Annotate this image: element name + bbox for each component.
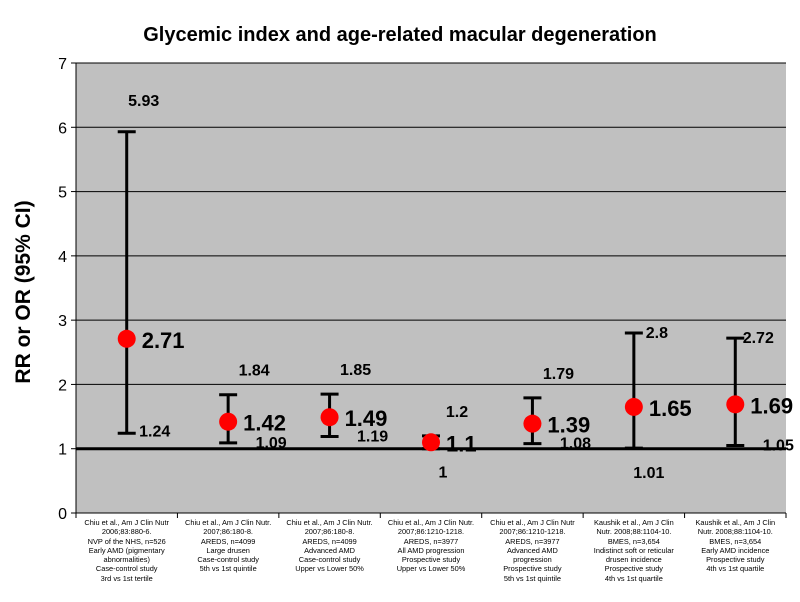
x-category-label-line: drusen incidence (605, 555, 662, 565)
lower-ci-label: 1.24 (139, 423, 170, 440)
x-category-label-line: Chiu et al., Am J Clin Nutr. (185, 518, 272, 527)
x-category-label-line: Prospective study (503, 564, 562, 574)
x-category-label-line: Prospective study (706, 555, 765, 565)
x-category-label-line: AREDS, n=3977 (403, 536, 459, 546)
x-category-label-line: 2007;86:1210-1218. (397, 527, 465, 537)
x-category-label-line: Case-control study (298, 555, 361, 565)
estimate-point (726, 395, 745, 414)
x-category-label-line: 4th vs 1st quartile (706, 564, 765, 574)
estimate-point (320, 408, 339, 427)
estimate-point (117, 329, 136, 348)
upper-ci-label: 1.84 (239, 363, 270, 380)
upper-ci-label: 2.8 (646, 325, 668, 342)
x-category-label: Chiu et al., Am J Clin Nutr 2006;83:880-6… (76, 518, 177, 583)
x-category-label-line: Chiu et al., Am J Clin Nutr (490, 518, 575, 527)
x-category-label-line: AREDS, n=4099 (200, 536, 256, 546)
x-category-label-line: BMES, n=3,654 (709, 536, 762, 546)
x-category-label-line: 4th vs 1st quartile (604, 573, 663, 583)
x-category-label-line: 2007;86:1210-1218. (499, 527, 566, 537)
upper-ci-label: 1.79 (543, 366, 574, 383)
lower-ci-label: 1.01 (633, 465, 664, 482)
x-category-label: Kaushik et al., Am J Clin Nutr. 2008;88:1… (583, 518, 684, 583)
x-category-label-line: 5th vs 1st quintile (503, 573, 561, 583)
x-category-label-line: Upper vs Lower 50% (396, 564, 466, 574)
y-tick-label: 6 (58, 120, 67, 137)
x-category-label-line: Case-control study (95, 564, 158, 574)
x-category-label-line: Upper vs Lower 50% (295, 564, 364, 574)
x-category-label-line: Prospective study (604, 564, 664, 574)
lower-ci-label: 1.19 (357, 429, 388, 446)
x-category-label-line: Kaushik et al., Am J Clin (594, 518, 674, 527)
x-category-label-line: Early AMD incidence (701, 545, 770, 555)
x-category-label-line: All AMD progression (397, 545, 465, 555)
x-category-label-line: Early AMD (pigmentary (88, 545, 165, 555)
y-tick-label: 3 (58, 313, 67, 330)
estimate-label: 1.69 (750, 393, 793, 418)
estimate-label: 1.39 (547, 413, 590, 438)
x-category-label-line: 2007;86:180-8. (304, 527, 355, 537)
x-category-label: Kaushik et al., Am J Clin Nutr. 2008;88:1… (685, 518, 786, 574)
estimate-point (624, 397, 643, 416)
upper-ci-label: 5.93 (128, 93, 159, 110)
x-category-label-line: Advanced AMD (304, 545, 356, 555)
estimate-label: 1.49 (345, 406, 388, 431)
x-category-label-line: Kaushik et al., Am J Clin (695, 518, 776, 527)
upper-ci-label: 1.85 (340, 362, 371, 379)
lower-ci-label: 1.05 (763, 438, 794, 455)
x-category-label-line: Indistinct soft or reticular (593, 545, 674, 555)
x-category-label-line: Advanced AMD (506, 545, 558, 555)
x-category-label-line: 3rd vs 1st tertile (100, 573, 153, 583)
estimate-label: 1.42 (243, 411, 286, 436)
x-category-label-line: Case-control study (197, 555, 259, 565)
x-category-label: Chiu et al., Am J Clin Nutr 2007;86:1210-… (482, 518, 583, 583)
x-category-label: Chiu et al., Am J Clin Nutr. 2007;86:180-… (178, 518, 279, 574)
x-category-label-line: abnormalities) (103, 555, 150, 565)
y-tick-label: 2 (58, 377, 67, 394)
x-category-label-line: AREDS, n=4099 (302, 536, 357, 546)
x-category-label-line: AREDS, n=3977 (505, 536, 560, 546)
x-category-label-line: Chiu et al., Am J Clin Nutr. (286, 518, 373, 527)
lower-ci-label: 1.09 (256, 435, 287, 452)
x-category-label-line: BMES, n=3,654 (607, 536, 660, 546)
y-tick-label: 5 (58, 185, 67, 202)
upper-ci-label: 2.72 (743, 330, 774, 347)
estimate-label: 1.1 (446, 431, 477, 456)
estimate-point (523, 414, 542, 433)
lower-ci-label: 1 (439, 465, 448, 482)
estimate-label: 1.65 (649, 396, 692, 421)
y-tick-label: 4 (58, 249, 67, 266)
chart-title: Glycemic index and age-related macular d… (143, 24, 657, 46)
y-tick-label: 1 (58, 442, 67, 459)
x-category-label-line: Chiu et al., Am J Clin Nutr (84, 518, 169, 527)
estimate-point (219, 412, 238, 431)
estimate-point (422, 433, 440, 452)
x-category-label: Chiu et al., Am J Clin Nutr. 2007;86:1210… (381, 518, 482, 574)
estimate-label: 2.71 (142, 328, 185, 353)
x-category-label-line: 2006;83:880-6. (101, 527, 152, 537)
y-tick-label: 7 (58, 56, 67, 73)
upper-ci-label: 1.2 (446, 404, 468, 421)
x-category-label-line: Prospective study (401, 555, 461, 565)
lower-ci-label: 1.08 (560, 436, 591, 453)
x-category-label-line: 2007;86:180-8. (203, 527, 253, 537)
x-category-label-line: 5th vs 1st quintile (199, 564, 257, 574)
y-tick-label: 0 (58, 506, 67, 523)
x-category-label: Chiu et al., Am J Clin Nutr. 2007;86:180-… (279, 518, 380, 574)
x-category-label-line: NVP of the NHS, n=526 (87, 536, 166, 546)
x-category-label-line: Nutr. 2008;88:1104-10. (697, 527, 773, 537)
x-category-label-line: Large drusen (206, 545, 250, 555)
x-category-label-line: Nutr. 2008;88:1104-10. (596, 527, 672, 537)
x-category-label-line: progression (513, 555, 552, 565)
x-category-label-line: Chiu et al., Am J Clin Nutr. (387, 518, 475, 527)
